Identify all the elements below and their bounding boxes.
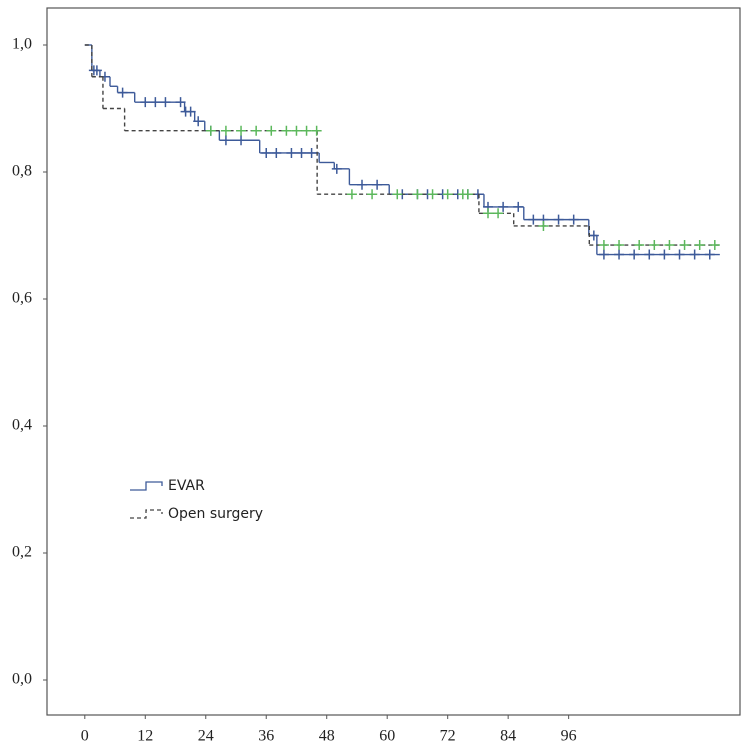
censor-mark [291,125,302,136]
censor-mark [281,125,292,136]
censor-mark [659,249,670,260]
censor-mark [674,249,685,260]
x-tick-label: 0 [81,728,89,745]
censor-mark [286,147,297,158]
y-tick-label: 0,6 [12,290,32,307]
y-tick-label: 0,4 [12,417,32,434]
censor-mark [160,97,171,108]
censor-mark [538,220,549,231]
censor-mark [372,179,383,190]
censor-mark [598,240,609,251]
censor-mark [427,189,438,200]
censor-mark [614,249,625,260]
censor-mark [236,135,247,146]
y-tick-label: 0,8 [12,163,32,180]
censor-mark [498,201,509,212]
censor-mark [140,97,151,108]
censor-mark [311,125,322,136]
censor-mark [205,125,216,136]
censor-mark [392,189,403,200]
censor-mark [91,65,102,76]
censor-mark [175,97,186,108]
x-tick-label: 84 [500,728,516,745]
censor-mark [634,240,645,251]
y-tick-label: 0,2 [12,544,32,561]
plot-frame [46,7,741,716]
censor-mark [150,97,161,108]
censor-mark [462,189,473,200]
censor-mark [193,116,204,127]
censor-mark [689,249,700,260]
x-tick-label: 60 [379,728,395,745]
censor-mark [704,249,715,260]
censor-mark [117,87,128,98]
censor-mark [367,189,378,200]
censor-mark [306,147,317,158]
censor-mark [185,106,196,117]
censor-mark [220,135,231,146]
censor-mark [568,214,579,225]
x-tick-label: 12 [137,728,153,745]
legend-label: Open surgery [168,506,263,522]
censor-mark [301,125,312,136]
censor-mark [251,125,262,136]
censor-mark [271,147,282,158]
censor-mark [709,240,720,251]
censor-mark [649,240,660,251]
y-tick-label: 1,0 [12,36,32,53]
x-tick-label: 72 [440,728,456,745]
censor-mark [296,147,307,158]
censor-mark [588,230,599,241]
legend-label: EVAR [168,478,205,494]
censor-mark [483,208,493,219]
censor-mark [261,147,272,158]
censor-mark [694,240,705,251]
censor-mark [331,163,342,174]
censor-mark [614,240,625,251]
censor-mark [598,249,609,260]
censor-mark [357,179,367,190]
censor-mark [553,214,564,225]
censor-mark [266,125,277,136]
censor-mark [513,201,524,212]
legend-icon [130,481,163,491]
censor-mark [644,249,655,260]
censor-mark [493,208,504,219]
censor-mark [664,240,675,251]
censor-mark [412,189,423,200]
x-tick-label: 96 [561,728,577,745]
x-tick-label: 48 [319,728,335,745]
censor-mark [236,125,247,136]
censor-mark [442,189,453,200]
censor-mark [679,240,690,251]
censor-mark [629,249,640,260]
censor-mark [346,189,357,200]
censor-mark [528,214,539,225]
x-tick-label: 36 [258,728,274,745]
censor-mark [220,125,231,136]
y-tick-label: 0,0 [12,671,32,688]
x-tick-label: 24 [198,728,214,745]
legend-icon [130,509,163,519]
